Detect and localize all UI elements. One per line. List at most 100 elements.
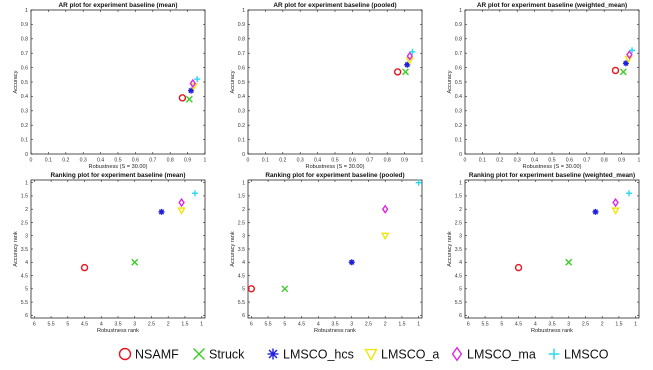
- x-tick-label: 2: [601, 322, 604, 328]
- x-tick: 5: [66, 180, 69, 328]
- y-tick: 0: [25, 152, 205, 158]
- x-tick-label: 0.4: [314, 158, 321, 164]
- y-axis-label: Accuracy: [13, 70, 19, 93]
- legend-item-lmsco: LMSCO: [548, 348, 609, 362]
- y-tick: 0.6: [455, 65, 639, 71]
- y-tick-label: 0.2: [238, 123, 245, 129]
- y-axis-label: Accuracy rank: [13, 231, 19, 267]
- x-tick: 4.5: [298, 180, 305, 328]
- y-tick-label: 3: [25, 234, 28, 240]
- y-tick: 5: [459, 287, 639, 293]
- y-tick-label: 5: [242, 287, 245, 293]
- x-tick-label: 0.4: [97, 158, 104, 164]
- y-tick-label: 1.5: [238, 194, 245, 200]
- y-tick: 2: [459, 207, 639, 213]
- y-tick-label: 1.5: [455, 194, 462, 200]
- y-tick-label: 1: [242, 180, 245, 186]
- x-tick-label: 0.7: [149, 158, 156, 164]
- x-tick: 0.6: [349, 10, 356, 164]
- x-tick: 0.9: [618, 10, 625, 164]
- y-tick: 0.1: [455, 137, 639, 143]
- x-tick: 0.3: [514, 10, 521, 164]
- y-tick-label: 0.6: [455, 65, 462, 71]
- x-tick-label: 1.5: [398, 322, 405, 328]
- y-axis-label: Accuracy rank: [447, 231, 453, 267]
- x-tick-label: 4.5: [515, 322, 522, 328]
- y-tick: 0.1: [238, 137, 422, 143]
- y-tick-label: 6: [459, 313, 462, 319]
- point-lmsco-ma: [406, 51, 414, 61]
- y-tick-label: 5.5: [455, 300, 462, 306]
- x-tick: 0.3: [297, 10, 304, 164]
- y-tick: 0.7: [238, 51, 422, 57]
- y-tick: 1.5: [21, 194, 205, 200]
- x-tick-label: 6: [467, 322, 470, 328]
- y-tick-label: 0.8: [455, 37, 462, 43]
- x-tick: 2.5: [365, 180, 372, 328]
- x-axis-label: Robustness (S = 30.00): [523, 164, 582, 170]
- x-tick-label: 5: [66, 322, 69, 328]
- y-tick: 4: [459, 260, 639, 266]
- plot-area: [464, 179, 640, 319]
- point-nsamf: [393, 68, 402, 76]
- x-tick-label: 1: [200, 322, 203, 328]
- legend-label: LMSCO_a: [381, 348, 439, 362]
- x-tick-label: 0.5: [331, 158, 338, 164]
- legend-marker-lmsco: [548, 348, 560, 360]
- y-tick: 0.5: [455, 80, 639, 86]
- point-lmsco: [625, 190, 632, 197]
- x-tick-label: 0: [464, 158, 467, 164]
- plot-area: [30, 179, 206, 319]
- x-tick-label: 0.3: [297, 158, 304, 164]
- y-tick-label: 5.5: [238, 300, 245, 306]
- legend-label: NSAMF: [135, 348, 179, 362]
- point-lmsco-a: [177, 207, 186, 215]
- x-tick-label: 2.5: [365, 322, 372, 328]
- y-tick-label: 5: [25, 287, 28, 293]
- y-tick: 0.6: [238, 65, 422, 71]
- x-tick-label: 6: [250, 322, 253, 328]
- chart-panel-2: AR plot for experiment baseline (pooled)…: [230, 2, 424, 170]
- x-tick: 0.4: [314, 10, 321, 164]
- y-tick-label: 1: [242, 8, 245, 14]
- y-tick: 3: [25, 234, 205, 240]
- y-tick-label: 6: [242, 313, 245, 319]
- point-lmsco-a: [381, 232, 390, 241]
- point-lmsco-hcs: [188, 87, 195, 94]
- y-tick-label: 4.5: [455, 273, 462, 279]
- point-struck: [131, 258, 139, 266]
- y-tick: 2.5: [455, 220, 639, 226]
- y-tick-label: 0.4: [455, 94, 462, 100]
- point-lmsco-hcs: [158, 208, 165, 215]
- y-tick: 4: [242, 260, 422, 266]
- x-tick: 1: [204, 10, 207, 164]
- x-tick: 0.7: [149, 10, 157, 164]
- x-tick: 0.9: [401, 10, 408, 164]
- x-tick-label: 0.2: [279, 158, 286, 164]
- x-tick: 3: [350, 180, 353, 328]
- x-tick-label: 3.5: [114, 322, 121, 328]
- x-tick-label: 0.7: [583, 158, 590, 164]
- x-tick-label: 0.6: [566, 158, 573, 164]
- point-struck: [401, 68, 409, 76]
- chart-panel-4: Ranking plot for experiment baseline (me…: [13, 172, 206, 334]
- x-tick-label: 2.5: [582, 322, 589, 328]
- x-tick-label: 0.5: [114, 158, 121, 164]
- x-tick: 5.5: [47, 180, 55, 328]
- y-tick: 0.1: [21, 137, 205, 143]
- x-tick: 4.5: [81, 180, 88, 328]
- x-tick: 0.1: [45, 10, 52, 164]
- legend-item-lmsco-a: LMSCO_a: [364, 348, 439, 362]
- x-tick-label: 1: [417, 322, 420, 328]
- y-tick: 4.5: [21, 273, 205, 279]
- x-tick: 0: [247, 10, 250, 164]
- legend: NSAMF Struck LMSCO_hcs LMSCO_a LMSCO_ma LMSCO: [118, 346, 609, 362]
- x-tick: 1: [421, 10, 424, 164]
- chart-title: Ranking plot for experiment baseline (me…: [51, 172, 186, 179]
- x-tick: 0.1: [262, 10, 269, 164]
- legend-item-lmsco-hcs: LMSCO_hcs: [267, 348, 354, 362]
- x-tick-label: 4: [100, 322, 103, 328]
- y-tick: 0.5: [238, 80, 422, 86]
- y-tick: 0.7: [21, 51, 205, 57]
